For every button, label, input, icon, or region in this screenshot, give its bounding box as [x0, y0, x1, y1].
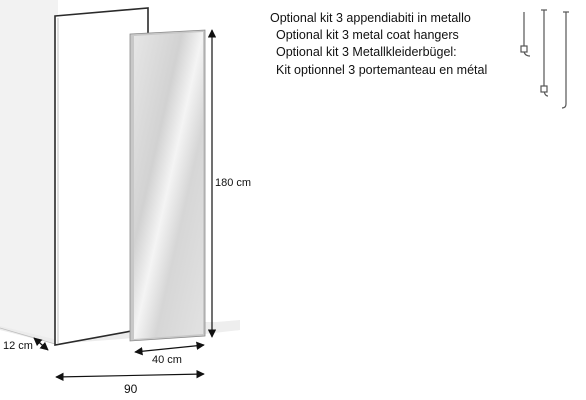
- dimension-lines: [33, 29, 217, 382]
- caption-line-de: Optional kit 3 Metallkleiderbügel:: [276, 45, 457, 59]
- caption-line-en: Optional kit 3 metal coat hangers: [276, 28, 459, 42]
- depth-dimension-line: [33, 337, 49, 351]
- height-label: 180 cm: [215, 177, 252, 189]
- mirror-width-dimension-line: [134, 341, 205, 356]
- caption-line-it: Optional kit 3 appendiabiti in metallo: [270, 11, 471, 25]
- caption-line-fr: Kit optionnel 3 portemanteau en métal: [276, 63, 488, 77]
- depth-label: 12 cm: [3, 340, 33, 352]
- coat-hanger-icon: [520, 12, 531, 57]
- mirror-panel: [129, 29, 206, 342]
- total-width-label: 90: [124, 382, 138, 396]
- coat-hanger-icon: [540, 9, 549, 97]
- total-width-dimension-line: [55, 369, 205, 382]
- mirror-width-label: 40 cm: [152, 354, 182, 366]
- coat-hanger-icon: [561, 11, 569, 109]
